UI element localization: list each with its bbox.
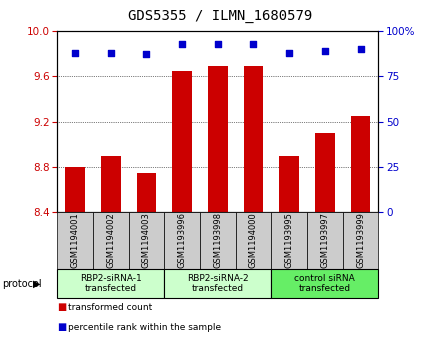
Text: GSM1194001: GSM1194001 (70, 213, 80, 268)
Text: GSM1193997: GSM1193997 (320, 212, 330, 269)
Text: percentile rank within the sample: percentile rank within the sample (68, 323, 221, 332)
Bar (65, 167, 85, 212)
Text: GDS5355 / ILMN_1680579: GDS5355 / ILMN_1680579 (128, 9, 312, 23)
Bar (244, 66, 263, 212)
Text: GSM1194002: GSM1194002 (106, 213, 115, 268)
Point (321, 48, 328, 54)
Bar (279, 156, 299, 212)
Bar (101, 156, 121, 212)
Point (286, 50, 293, 56)
Point (143, 52, 150, 57)
Bar (351, 116, 370, 212)
Text: control siRNA
transfected: control siRNA transfected (294, 274, 355, 293)
Text: ▶: ▶ (33, 278, 40, 289)
Bar (208, 66, 227, 212)
Point (250, 41, 257, 46)
Text: GSM1193998: GSM1193998 (213, 212, 222, 269)
Text: RBP2-siRNA-2
transfected: RBP2-siRNA-2 transfected (187, 274, 249, 293)
Text: ■: ■ (57, 322, 66, 333)
Text: RBP2-siRNA-1
transfected: RBP2-siRNA-1 transfected (80, 274, 142, 293)
Text: GSM1194000: GSM1194000 (249, 213, 258, 268)
Text: transformed count: transformed count (68, 303, 152, 312)
Text: protocol: protocol (2, 278, 42, 289)
Point (72, 50, 79, 56)
Text: ■: ■ (57, 302, 66, 313)
Bar (315, 133, 335, 212)
Bar (172, 70, 192, 212)
Text: GSM1193996: GSM1193996 (178, 212, 187, 269)
Text: GSM1193999: GSM1193999 (356, 213, 365, 268)
Point (179, 41, 186, 46)
Text: GSM1193995: GSM1193995 (285, 213, 293, 268)
Point (107, 50, 114, 56)
Text: GSM1194003: GSM1194003 (142, 213, 151, 268)
Bar (136, 173, 156, 212)
Point (214, 41, 221, 46)
Point (357, 46, 364, 52)
